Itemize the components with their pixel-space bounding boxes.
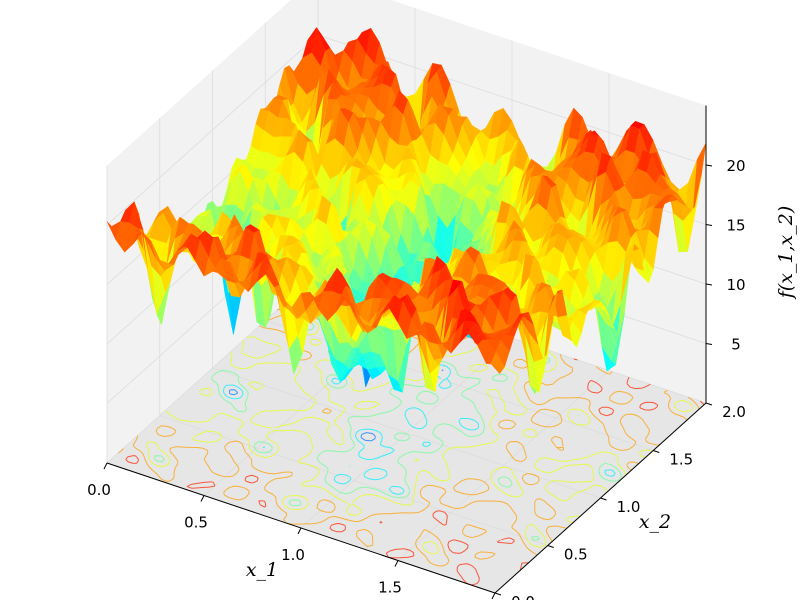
y-tick-mark [705,402,713,406]
y-axis-label: x_2 [639,511,671,533]
z-axis-label: f(x_1,x_2) [775,206,797,301]
x-tick-label: 1.0 [281,546,305,564]
x-tick-mark [103,462,108,470]
x-tick-mark [297,527,302,535]
x-tick-mark [394,560,399,567]
x-tick-mark [491,592,496,600]
y-tick-mark [653,450,660,453]
contour-level [229,369,444,442]
z-tick-mark [705,283,713,286]
z-tick-mark [705,164,713,167]
z-tick-mark [705,343,713,345]
y-tick-mark [494,592,502,596]
y-tick-label: 2.0 [722,403,746,421]
grid-line-y [212,70,601,499]
z-tick-label: 5 [731,336,741,354]
z-tick-label: 20 [726,157,745,175]
surface-mesh [106,26,707,395]
y-tick-mark [600,497,607,501]
x-tick-label: 1.5 [378,579,402,597]
y-tick-label: 0.0 [511,593,535,600]
y-tick-mark [547,545,554,548]
x-tick-mark [200,495,205,502]
x-axis-label: x_1 [246,559,278,581]
x-tick-label: 0.0 [87,481,111,499]
x-tick-label: 0.5 [184,514,208,532]
surface-patch [486,363,500,374]
z-tick-mark [705,224,713,226]
y-tick-label: 1.5 [669,451,693,469]
y-tick-label: 1.0 [617,498,641,516]
y-tick-label: 0.5 [564,546,588,564]
z-tick-label: 10 [726,276,745,294]
z-tick-label: 15 [726,217,745,235]
